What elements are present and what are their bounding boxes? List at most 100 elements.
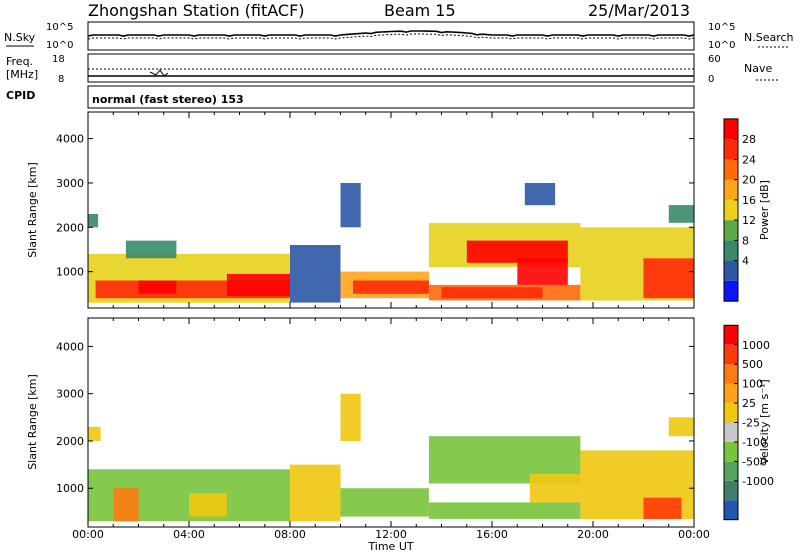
velocity-colorbar-tick-label: 25 <box>742 397 756 410</box>
velocity-y-ticks: 4000 3000 2000 1000 <box>56 340 694 495</box>
nave-tick-high: 60 <box>708 54 721 65</box>
x-tick-label: 20:00 <box>577 528 609 541</box>
nsky-series-line <box>87 30 695 37</box>
power-heatmap-panel: 4000 3000 2000 1000 Slant Range [km] 28 24 20… <box>26 111 771 309</box>
nsearch-label: N.Search <box>744 31 794 44</box>
date-label: 25/Mar/2013 <box>588 1 690 20</box>
freq-panel: Freq. [MHz] 18 8 60 0 Nave <box>6 53 778 85</box>
cpid-label: CPID <box>6 89 35 102</box>
velocity-colorbar-tick-label: -1000 <box>742 475 774 488</box>
velocity-colorbar: 1000 500 100 25 -25 -100 -500 -1000 <box>723 324 774 521</box>
nsearch-series-line <box>87 33 695 40</box>
velocity-data-cell <box>88 426 101 441</box>
power-data-cell <box>353 280 429 294</box>
power-colorbar-segment <box>724 118 738 140</box>
power-data-cell <box>138 280 177 294</box>
x-tick-label: 00:00 <box>678 528 710 541</box>
power-colorbar-tick-label: 12 <box>742 214 756 227</box>
nsky-tick-low: 10^0 <box>46 40 73 51</box>
velocity-data-cell <box>428 502 581 519</box>
station-title: Zhongshan Station (fitACF) <box>88 1 305 20</box>
velocity-data-cell <box>189 493 227 517</box>
power-data-cell <box>290 245 341 303</box>
velocity-data-cell <box>668 417 695 437</box>
nsearch-tick-high: 10^5 <box>708 22 735 33</box>
velocity-colorbar-segment <box>724 461 738 481</box>
cpid-strip: CPID normal (fast stereo) 153 <box>6 85 695 109</box>
power-colorbar-segment <box>724 179 738 200</box>
power-colorbar-segment <box>724 280 738 302</box>
velocity-data-cell <box>340 488 429 517</box>
velocity-colorbar-segment <box>724 364 738 384</box>
power-y-tick-label: 1000 <box>56 266 84 279</box>
power-colorbar-tick-label: 28 <box>742 133 756 146</box>
power-data-cell <box>524 183 556 206</box>
cpid-frame <box>87 85 695 109</box>
freq-label: Freq. <box>6 55 33 68</box>
power-colorbar-tick-label: 20 <box>742 174 756 187</box>
power-colorbar-frame <box>723 118 739 302</box>
velocity-y-tick-label: 4000 <box>56 340 84 353</box>
power-colorbar: 28 24 20 16 12 8 4 <box>723 118 756 302</box>
velocity-colorbar-segment <box>724 383 738 403</box>
power-data-cell <box>517 258 568 285</box>
velocity-colorbar-segment <box>724 403 738 423</box>
velocity-colorbar-segment <box>724 441 738 462</box>
velocity-x-ticks: 00:00 04:00 08:00 12:00 16:00 20:00 00:00 <box>72 318 710 541</box>
nave-tick-low: 0 <box>708 74 714 85</box>
velocity-colorbar-tick-label: 1000 <box>742 339 770 352</box>
velocity-colorbar-label: Velocity [m s⁻¹] <box>758 379 771 464</box>
velocity-colorbar-segment <box>724 422 738 442</box>
velocity-y-axis-label: Slant Range [km] <box>26 374 39 470</box>
power-colorbar-segment <box>724 260 738 281</box>
power-y-ticks: 4000 3000 2000 1000 <box>56 133 694 279</box>
power-data-cell <box>88 214 99 228</box>
power-data-cell <box>466 240 568 263</box>
freq-frame <box>87 53 695 83</box>
power-data-cell <box>125 240 177 259</box>
freq-tick-high: 18 <box>52 54 65 65</box>
velocity-colorbar-segment <box>724 325 738 345</box>
freq-variation-mark <box>149 69 169 77</box>
velocity-colorbar-tick-label: -100 <box>742 436 767 449</box>
power-colorbar-segment <box>724 139 738 160</box>
velocity-data-cell <box>290 464 341 522</box>
nsearch-tick-low: 10^0 <box>708 40 735 51</box>
power-data-cell <box>340 183 361 228</box>
velocity-data-cell <box>113 488 139 522</box>
x-tick-label: 04:00 <box>173 528 205 541</box>
velocity-colorbar-segment <box>724 480 738 501</box>
cpid-value: normal (fast stereo) 153 <box>92 93 244 106</box>
power-data-cell <box>668 205 695 223</box>
nsky-panel: N.Sky 10^5 10^0 10^5 10^0 N.Search <box>4 21 794 51</box>
beam-label: Beam 15 <box>384 1 456 20</box>
power-data-cells <box>88 183 695 303</box>
x-tick-label: 00:00 <box>72 528 104 541</box>
power-y-tick-label: 3000 <box>56 177 84 190</box>
power-colorbar-label: Power [dB] <box>758 180 771 240</box>
power-data-cell <box>643 258 694 299</box>
velocity-colorbar-tick-label: 100 <box>742 378 763 391</box>
power-data-cell <box>226 273 290 297</box>
velocity-colorbar-tick-label: 500 <box>742 358 763 371</box>
nsky-frame <box>87 21 695 51</box>
velocity-data-cell <box>643 497 682 519</box>
velocity-y-tick-label: 2000 <box>56 435 84 448</box>
velocity-data-cell <box>529 474 581 503</box>
x-tick-label: 12:00 <box>375 528 407 541</box>
freq-tick-low: 8 <box>58 74 64 85</box>
velocity-colorbar-tick-label: -500 <box>742 455 767 468</box>
x-tick-label: 16:00 <box>476 528 508 541</box>
velocity-colorbar-segment <box>724 344 738 365</box>
power-colorbar-tick-label: 24 <box>742 153 756 166</box>
x-axis-label: Time UT <box>367 540 413 553</box>
velocity-data-cells <box>88 393 695 522</box>
power-colorbar-tick-label: 4 <box>742 255 749 268</box>
x-tick-label: 08:00 <box>274 528 306 541</box>
velocity-y-tick-label: 1000 <box>56 482 84 495</box>
velocity-y-tick-label: 3000 <box>56 388 84 401</box>
velocity-colorbar-tick-label: -25 <box>742 417 760 430</box>
nsky-tick-high: 10^5 <box>46 22 73 33</box>
